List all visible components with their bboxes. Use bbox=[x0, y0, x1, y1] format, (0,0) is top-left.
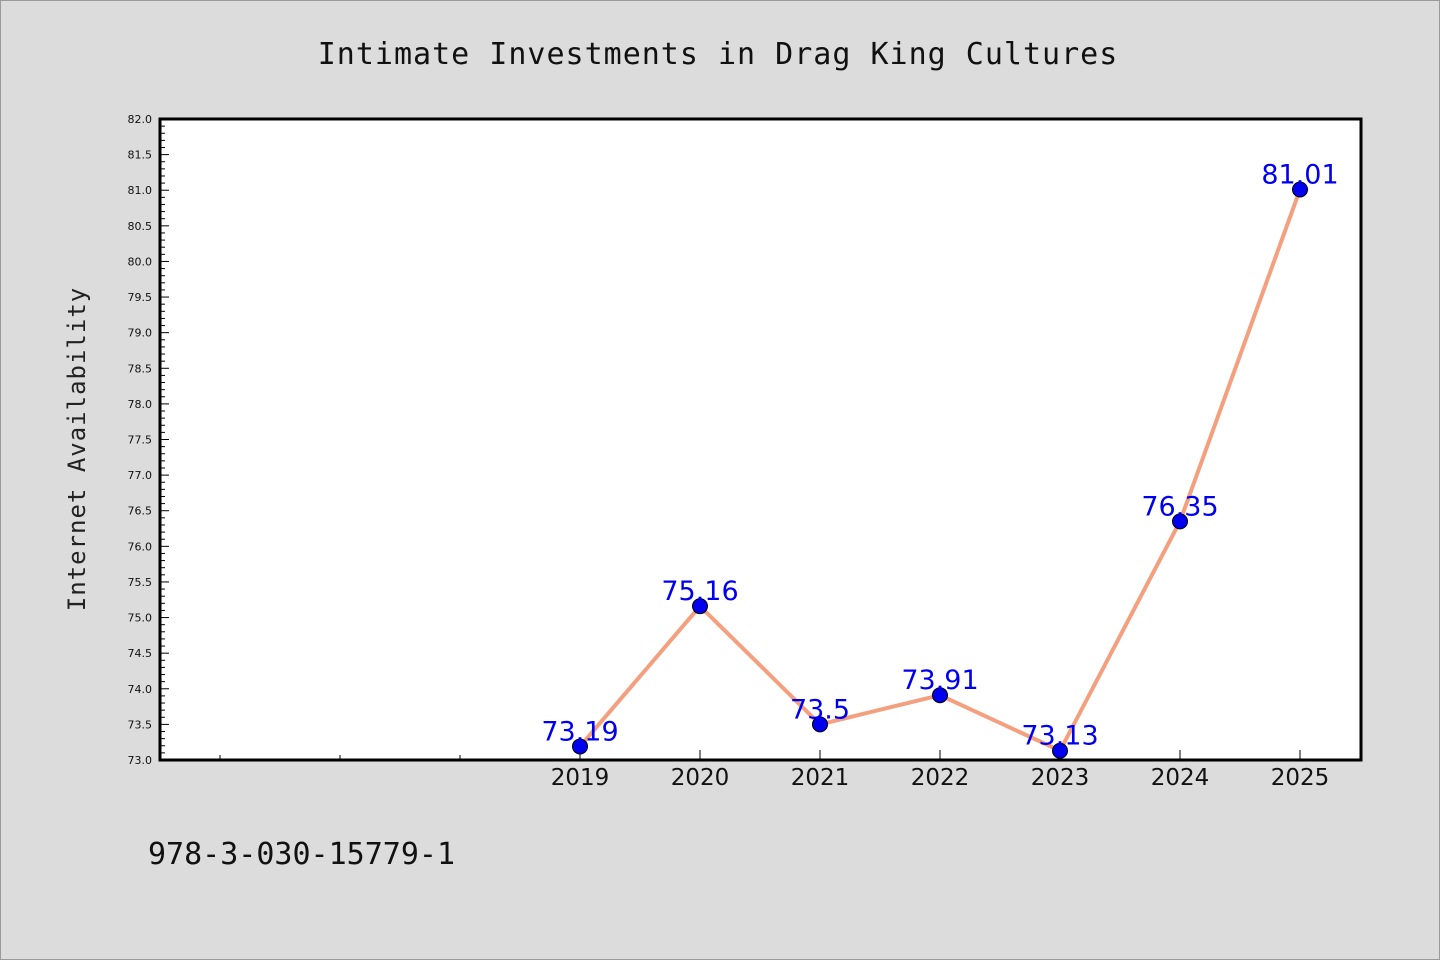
y-tick-label: 73.0 bbox=[128, 754, 153, 767]
x-tick-label: 2024 bbox=[1151, 765, 1210, 791]
data-labels: 73.19 75.16 73.5 73.91 73.13 76.35 81.01 bbox=[541, 160, 1338, 752]
plot-area bbox=[160, 119, 1361, 760]
chart-title: Intimate Investments in Drag King Cultur… bbox=[318, 37, 1119, 72]
data-label: 75.16 bbox=[661, 576, 738, 607]
y-tick-label: 77.0 bbox=[128, 469, 153, 482]
data-label: 73.5 bbox=[790, 694, 850, 725]
x-axis: 2019 2020 2021 2022 2023 2024 2025 bbox=[219, 750, 1330, 791]
data-label: 73.19 bbox=[541, 716, 618, 747]
y-tick-label: 76.5 bbox=[128, 505, 153, 518]
y-tick-label: 81.0 bbox=[128, 184, 153, 197]
y-tick-label: 79.0 bbox=[128, 327, 153, 340]
y-tick-label: 75.0 bbox=[128, 612, 153, 625]
y-tick-label: 73.5 bbox=[128, 718, 153, 731]
y-tick-label: 78.5 bbox=[128, 362, 153, 375]
y-tick-label: 75.5 bbox=[128, 576, 153, 589]
data-point bbox=[1292, 181, 1308, 198]
y-tick-label: 74.0 bbox=[128, 683, 153, 696]
data-markers bbox=[572, 181, 1308, 759]
y-tick-label: 80.5 bbox=[128, 220, 153, 233]
y-tick-label: 81.5 bbox=[128, 149, 153, 162]
isbn-text: 978-3-030-15779-1 bbox=[148, 837, 455, 872]
x-tick-label: 2021 bbox=[791, 765, 850, 791]
data-point bbox=[812, 716, 828, 733]
y-tick-label: 79.5 bbox=[128, 291, 153, 304]
x-tick-label: 2022 bbox=[911, 765, 970, 791]
y-tick-label: 80.0 bbox=[128, 255, 153, 268]
data-label: 73.91 bbox=[901, 665, 978, 696]
data-point bbox=[1172, 513, 1188, 530]
x-tick-label: 2020 bbox=[671, 765, 730, 791]
y-tick-label: 82.0 bbox=[128, 113, 153, 126]
x-tick-label: 2023 bbox=[1031, 765, 1090, 791]
data-label: 81.01 bbox=[1261, 160, 1338, 191]
data-point bbox=[572, 738, 588, 755]
x-tick-label: 2019 bbox=[551, 765, 610, 791]
data-label: 73.13 bbox=[1021, 721, 1098, 752]
y-axis: 73.0 73.5 74.0 74.5 75.0 75.5 76.0 76.5 77.0 77.5… bbox=[128, 113, 169, 767]
y-tick-label: 77.5 bbox=[128, 434, 153, 447]
y-tick-label: 76.0 bbox=[128, 540, 153, 553]
data-point bbox=[692, 598, 708, 615]
y-axis-label: Internet Availability bbox=[63, 287, 91, 611]
y-tick-label: 78.0 bbox=[128, 398, 153, 411]
plot-border bbox=[158, 117, 1363, 762]
x-tick-label: 2025 bbox=[1271, 765, 1330, 791]
data-point bbox=[932, 687, 948, 704]
data-point bbox=[1052, 742, 1068, 759]
y-tick-label: 74.5 bbox=[128, 647, 153, 660]
data-label: 76.35 bbox=[1141, 491, 1218, 522]
